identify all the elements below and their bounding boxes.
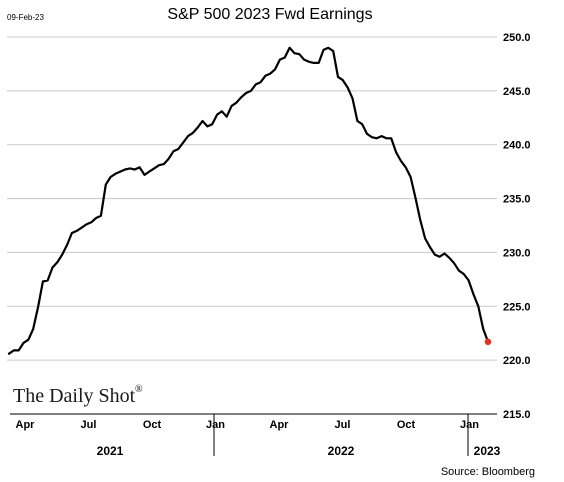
x-axis-ticks: Apr Jul Oct Jan Apr Jul Oct Jan 2021 2022 2023 (16, 414, 501, 458)
x-tick-label: Oct (143, 419, 162, 431)
x-tick-label: Jul (335, 419, 351, 431)
y-tick-label: 250.0 (503, 32, 531, 44)
y-tick-label: 215.0 (503, 409, 531, 421)
x-year-label: 2022 (328, 444, 355, 458)
source-note: Source: Bloomberg (441, 466, 535, 478)
series-group (7, 46, 492, 355)
x-year-label: 2023 (474, 444, 501, 458)
y-tick-label: 220.0 (503, 355, 531, 367)
y-tick-label: 225.0 (503, 301, 531, 313)
x-tick-label: Oct (397, 419, 416, 431)
date-stamp: 09-Feb-23 (7, 13, 44, 22)
series-line (7, 46, 490, 355)
x-tick-label: Jul (81, 419, 97, 431)
x-tick-label: Apr (270, 419, 290, 431)
brand-registered-mark: ® (135, 384, 143, 395)
x-tick-label: Jan (206, 419, 225, 431)
last-point-marker (484, 338, 492, 346)
chart-title: S&P 500 2023 Fwd Earnings (167, 6, 372, 23)
gridlines (7, 36, 497, 361)
brand-logo: The Daily Shot ® (13, 384, 143, 407)
y-tick-label: 235.0 (503, 194, 531, 206)
x-year-label: 2021 (97, 444, 124, 458)
x-tick-label: Apr (16, 419, 36, 431)
brand-name: The Daily Shot (13, 385, 136, 407)
y-tick-label: 245.0 (503, 86, 531, 98)
y-tick-label: 230.0 (503, 247, 531, 259)
y-axis: 250.0 245.0 240.0 235.0 230.0 225.0 220.0 215.0 (503, 32, 531, 421)
x-tick-label: Jan (460, 419, 479, 431)
y-tick-label: 240.0 (503, 140, 531, 152)
